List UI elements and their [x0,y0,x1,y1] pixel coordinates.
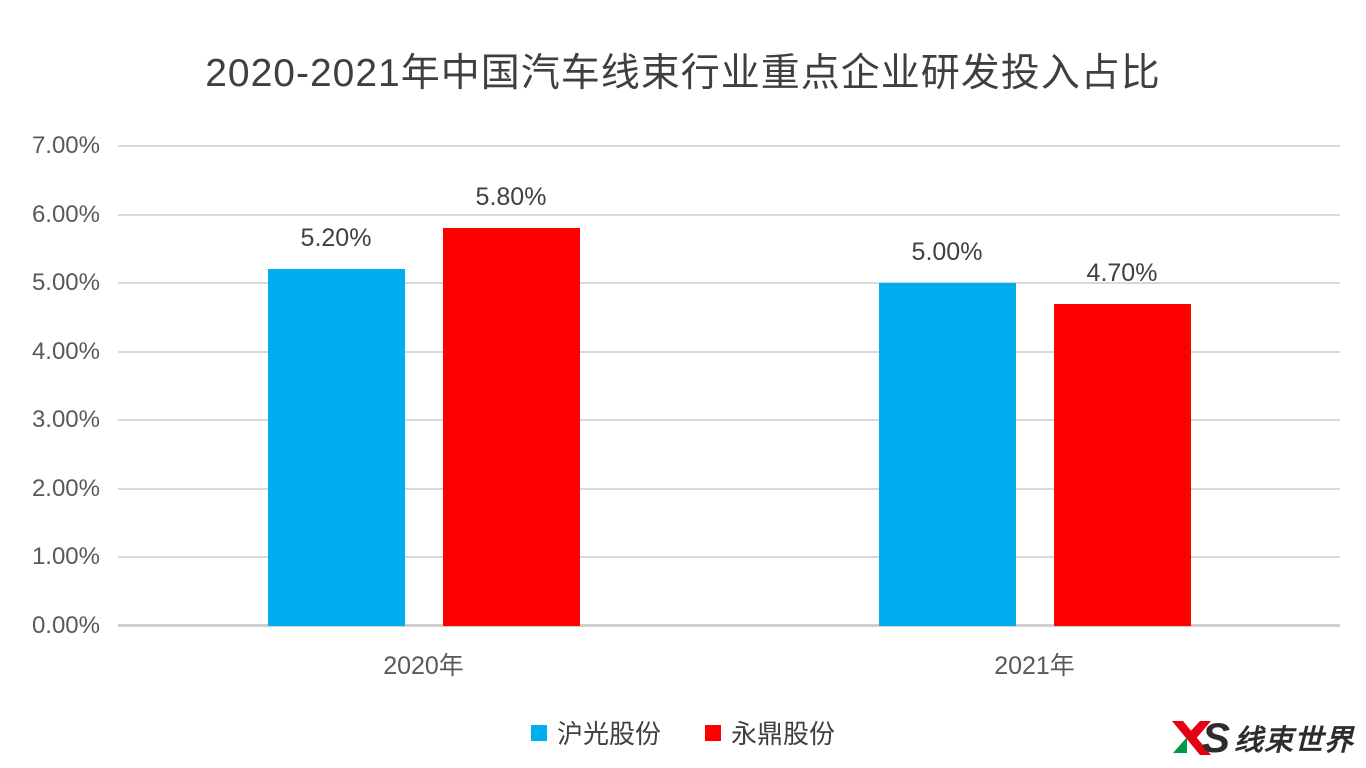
logo-brand-name: 线束世界 [1233,725,1354,757]
bar-wrap: 5.20% [267,224,405,626]
legend-item-沪光股份: 沪光股份 [530,714,661,751]
x-tick-label: 2020年 [383,652,464,680]
gridline [118,556,1340,559]
gridline [118,282,1340,285]
y-tick-label: 7.00% [31,132,100,159]
logo-x-icon [1171,721,1211,755]
bar-沪光股份-2020年 [267,269,405,626]
y-tick-label: 4.00% [31,337,100,365]
x-tick-label: 2021年 [994,652,1075,680]
y-tick-label: 5.00% [31,269,100,297]
bar-沪光股份-2021年 [878,283,1016,626]
gridline [118,487,1340,490]
x-axis-line [118,624,1340,627]
bar-group: 5.00% 4.70% [729,146,1340,626]
bar-永鼎股份-2020年 [442,228,580,626]
bar-wrap: 5.00% [878,238,1016,626]
gridline [118,145,1340,147]
value-label: 5.80% [475,183,547,212]
gridline [118,213,1340,216]
legend: 沪光股份 永鼎股份 [0,714,1366,751]
gridline [118,350,1340,353]
y-tick-label: 0.00% [31,612,100,639]
y-tick-label: 1.00% [31,543,100,571]
plot-area: 5.20% 5.80% 5.00% 4.70% [118,145,1340,627]
x-axis: 2020年 2021年 [118,630,1340,682]
value-label: 4.70% [1086,258,1158,287]
value-label: 5.20% [300,224,372,253]
logo-s-letter: S [1201,714,1230,761]
legend-label: 沪光股份 [556,719,661,749]
bar-永鼎股份-2021年 [1053,303,1191,626]
value-label: 5.00% [911,238,983,267]
chart-title: 2020-2021年中国汽车线束行业重点企业研发投入占比 [205,52,1161,95]
legend-swatch-icon [705,724,721,741]
brand-logo: S 线束世界 [1171,712,1354,764]
y-axis: 0.00% 1.00% 2.00% 3.00% 4.00% 5.00% 6.00% 7.00% [0,132,100,639]
legend-item-永鼎股份: 永鼎股份 [705,714,835,751]
bar-wrap: 5.80% [442,183,580,626]
gridline [118,419,1340,422]
y-tick-label: 2.00% [31,474,100,502]
legend-label: 永鼎股份 [731,719,836,749]
bar-wrap: 4.70% [1053,259,1191,626]
y-tick-label: 6.00% [31,200,100,228]
y-tick-label: 3.00% [31,406,100,434]
bar-group: 5.20% 5.80% [118,146,729,626]
legend-swatch-icon [530,724,547,741]
